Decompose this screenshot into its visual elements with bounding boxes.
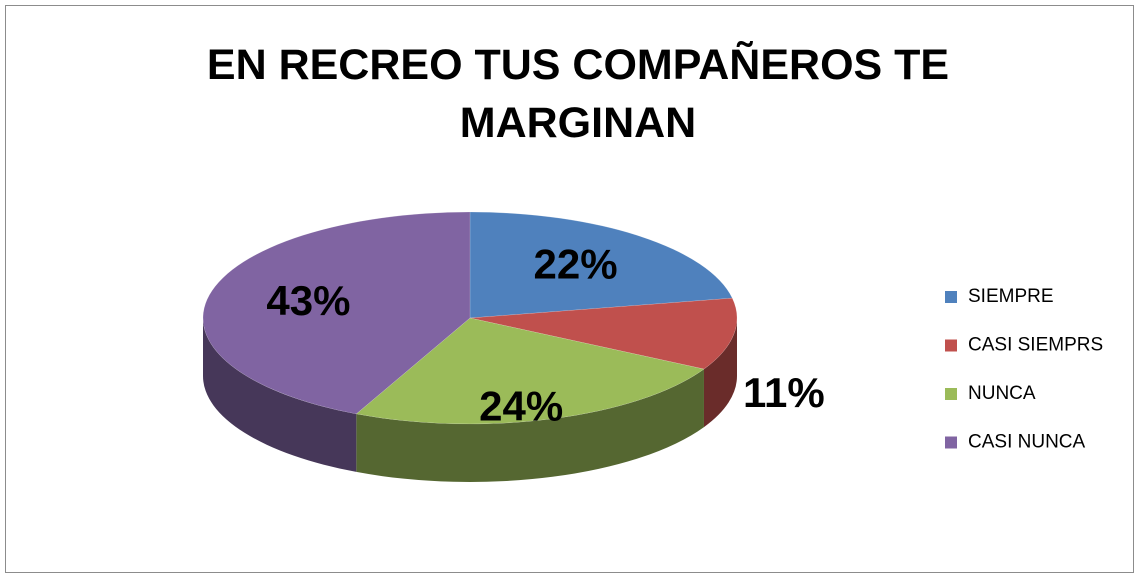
- pie-slice: [202, 211, 471, 415]
- legend-label: CASI NUNCA: [968, 432, 1086, 453]
- legend-swatch: [945, 339, 957, 352]
- pie-side: [203, 318, 357, 472]
- legend-label: NUNCA: [968, 383, 1036, 404]
- data-label: 43%: [266, 277, 350, 324]
- chart-title: EN RECREO TUS COMPAÑEROS TE MARGINAN: [206, 41, 950, 147]
- pie-slice: [355, 317, 705, 425]
- data-label: 11%: [743, 369, 825, 416]
- legend-swatch: [945, 388, 957, 400]
- legend-label: SIEMPRE: [968, 286, 1054, 307]
- pie-slice: [469, 297, 738, 370]
- legend-swatch: [945, 291, 957, 303]
- data-label: 24%: [479, 383, 563, 430]
- pie-side: [703, 318, 737, 428]
- pie-slice: [469, 211, 733, 319]
- legend-swatch: [945, 436, 957, 449]
- pie-side: [356, 369, 704, 482]
- data-label: 22%: [533, 240, 617, 287]
- legend-label: CASI SIEMPRS: [968, 335, 1103, 356]
